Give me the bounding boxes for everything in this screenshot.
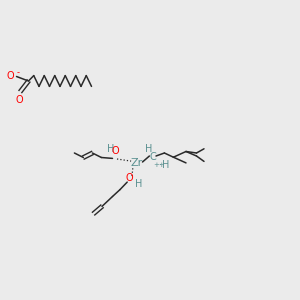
Text: H: H (135, 178, 142, 189)
Text: O: O (125, 173, 133, 183)
Text: C: C (150, 152, 156, 162)
Text: H: H (145, 143, 152, 154)
Text: H: H (107, 144, 114, 154)
Text: ++: ++ (153, 162, 165, 168)
Text: -: - (16, 68, 19, 77)
Text: O: O (15, 95, 23, 105)
Text: ·H: ·H (159, 160, 169, 170)
Text: O: O (112, 146, 119, 156)
Text: Zr: Zr (130, 158, 142, 169)
Text: O: O (7, 70, 14, 81)
